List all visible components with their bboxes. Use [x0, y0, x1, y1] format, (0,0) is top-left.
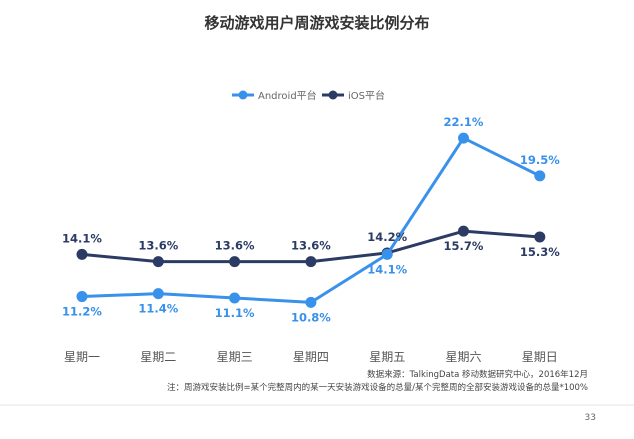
data-label-layer: 11.2% 11.4% 11.1% 10.8% 14.1% 22.1% 19.5% 14.1%… [62, 115, 560, 324]
data-point-ios[interactable] [534, 231, 546, 243]
definition-note: 注：周游戏安装比例=某个完整周内的某一天安装游戏设备的总量/某个完整周的全部安装… [167, 382, 588, 393]
data-label-android: 22.1% [444, 115, 484, 129]
data-point-ios[interactable] [152, 256, 164, 268]
x-tick-label: 星期五 [369, 350, 405, 364]
data-point-android[interactable] [152, 288, 164, 300]
legend-item-android[interactable]: Android平台 [232, 89, 317, 102]
data-label-android: 19.5% [520, 153, 560, 167]
x-tick-label: 星期三 [217, 350, 253, 364]
data-label-android: 11.1% [215, 306, 255, 320]
data-point-android[interactable] [76, 291, 88, 303]
series-layer [76, 132, 546, 308]
data-label-android: 11.2% [62, 305, 102, 319]
data-label-ios: 14.1% [62, 231, 102, 245]
data-label-ios: 13.6% [138, 239, 178, 253]
data-point-ios[interactable] [305, 256, 317, 268]
data-point-android[interactable] [534, 170, 546, 182]
source-note: 数据来源：TalkingData 移动数据研究中心，2016年12月 [367, 369, 588, 380]
data-label-android: 10.8% [291, 310, 331, 324]
data-label-ios: 13.6% [215, 239, 255, 253]
data-point-ios[interactable] [458, 225, 469, 237]
data-point-android[interactable] [381, 248, 393, 260]
data-point-android[interactable] [458, 132, 469, 144]
data-point-android[interactable] [229, 292, 241, 304]
data-label-ios: 14.2% [367, 230, 407, 244]
data-label-android: 14.1% [367, 262, 407, 276]
x-tick-label: 星期六 [445, 350, 481, 364]
legend-marker-android [238, 90, 248, 100]
legend-item-ios[interactable]: iOS平台 [322, 89, 385, 102]
data-label-ios: 15.3% [520, 245, 560, 259]
legend-label-android: Android平台 [258, 89, 317, 102]
legend: Android平台 iOS平台 [232, 89, 385, 102]
chart-title: 移动游戏用户周游戏安装比例分布 [204, 14, 429, 32]
data-point-android[interactable] [305, 296, 317, 308]
x-tick-label: 星期二 [140, 350, 176, 364]
x-axis-labels: 星期一 星期二 星期三 星期四 星期五 星期六 星期日 [64, 350, 558, 364]
data-label-ios: 13.6% [291, 239, 331, 253]
data-label-ios: 15.7% [444, 239, 484, 253]
x-tick-label: 星期日 [522, 350, 558, 364]
data-point-ios[interactable] [76, 248, 88, 260]
series-line-android [81, 136, 541, 304]
data-point-ios[interactable] [229, 256, 241, 268]
page-number: 33 [585, 413, 596, 423]
legend-label-ios: iOS平台 [348, 89, 385, 102]
legend-marker-ios [328, 90, 338, 100]
x-tick-label: 星期一 [64, 350, 100, 364]
x-tick-label: 星期四 [293, 350, 329, 364]
data-label-android: 11.4% [138, 302, 178, 316]
